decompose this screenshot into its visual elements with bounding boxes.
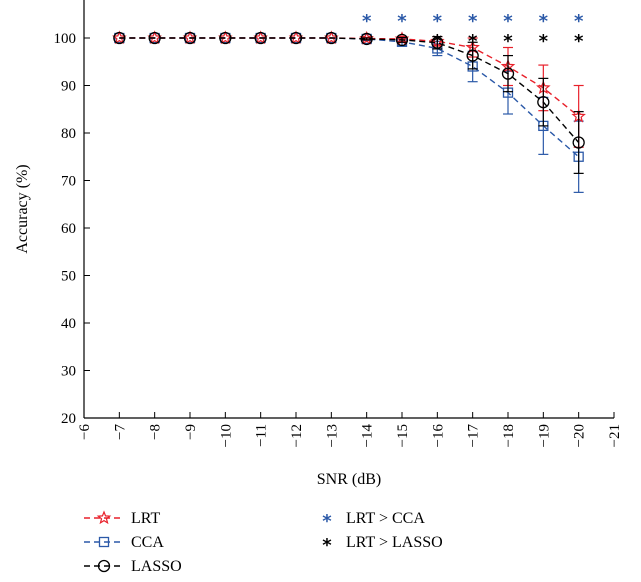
significance-mark: * xyxy=(433,11,443,32)
significance-mark: * xyxy=(539,31,549,52)
x-tick-label: −14 xyxy=(360,424,376,448)
lrt-point xyxy=(112,30,127,45)
y-tick-label: 80 xyxy=(61,126,76,142)
lasso-point xyxy=(360,32,373,46)
legend-cca-label: CCA xyxy=(131,534,164,551)
lasso-point xyxy=(537,95,550,109)
legend-significance-label: LRT > CCA xyxy=(346,510,425,527)
x-tick-label: −20 xyxy=(572,424,588,447)
lasso-point xyxy=(254,31,267,45)
legend-cca-marker xyxy=(98,536,110,548)
cca-series-line xyxy=(119,37,580,158)
x-tick-label: −13 xyxy=(324,424,340,447)
x-tick-label: −11 xyxy=(254,424,270,447)
x-tick-label: −9 xyxy=(183,424,199,440)
lrt-point xyxy=(253,30,268,45)
legend-lasso-label: LASSO xyxy=(131,558,182,575)
significance-mark: * xyxy=(468,31,478,52)
y-tick-label: 90 xyxy=(61,79,76,95)
significance-mark: * xyxy=(574,11,584,32)
x-tick-label: −6 xyxy=(77,424,93,440)
axes: SNR (dB) Accuracy (%) −6 −7 −8 −9 −10 −11 −12 −… xyxy=(14,0,623,488)
legend: LRT CCA LASSO * LRT > CCA * LRT > LASSO xyxy=(84,510,443,575)
legend-lrt-label: LRT xyxy=(131,510,160,527)
lasso-point xyxy=(289,31,303,45)
lasso-point xyxy=(148,31,161,45)
y-tick-label: 70 xyxy=(61,174,76,190)
significance-mark: * xyxy=(468,11,478,32)
lrt-point xyxy=(218,30,233,45)
lasso-point xyxy=(395,33,409,47)
lrt-point xyxy=(182,30,198,45)
plot-area: * * * * * * ** * * * * xyxy=(112,11,586,193)
lasso-point xyxy=(572,136,585,149)
x-axis-title: SNR (dB) xyxy=(317,471,381,488)
y-axis-title: Accuracy (%) xyxy=(14,164,31,253)
x-tick-label: −18 xyxy=(501,424,517,447)
x-tick-label: −10 xyxy=(218,424,234,447)
lasso-series-line xyxy=(119,37,580,143)
x-tick-label: −12 xyxy=(289,424,305,447)
legend-significance-mark: * xyxy=(322,511,332,532)
lrt-point xyxy=(324,30,339,45)
significance-mark: * xyxy=(503,31,513,52)
lasso-point xyxy=(501,67,515,80)
legend-lrt-marker xyxy=(96,510,112,525)
significance-mark: * xyxy=(397,11,407,32)
lasso-point xyxy=(183,31,197,45)
x-tick-label: −17 xyxy=(466,424,482,448)
significance-mark: * xyxy=(574,31,584,52)
y-tick-label: 20 xyxy=(61,411,76,427)
lasso-point xyxy=(113,31,126,45)
x-tick-label: −15 xyxy=(395,424,411,447)
legend-significance-label: LRT > LASSO xyxy=(346,534,443,551)
y-tick-label: 30 xyxy=(61,364,76,380)
y-tick-label: 100 xyxy=(54,31,77,47)
lrt-point xyxy=(288,30,304,45)
x-tick-label: −7 xyxy=(112,424,128,440)
legend-significance-mark: * xyxy=(322,535,332,556)
x-tick-label: −8 xyxy=(148,424,164,440)
significance-mark: * xyxy=(433,31,443,52)
x-tick-label: −16 xyxy=(430,424,446,448)
lasso-point xyxy=(325,31,338,45)
y-tick-label: 40 xyxy=(61,316,76,332)
significance-mark: * xyxy=(503,11,513,32)
lasso-point xyxy=(466,49,479,62)
x-tick-label: −21 xyxy=(607,424,623,447)
lrt-point xyxy=(147,30,162,45)
y-tick-label: 50 xyxy=(61,269,76,285)
lasso-point xyxy=(431,36,444,49)
lasso-point xyxy=(219,31,232,45)
legend-lasso-marker xyxy=(97,559,111,573)
x-tick-label: −19 xyxy=(536,424,552,447)
significance-mark: * xyxy=(362,11,372,32)
y-tick-label: 60 xyxy=(61,221,76,237)
significance-mark: * xyxy=(539,11,549,32)
